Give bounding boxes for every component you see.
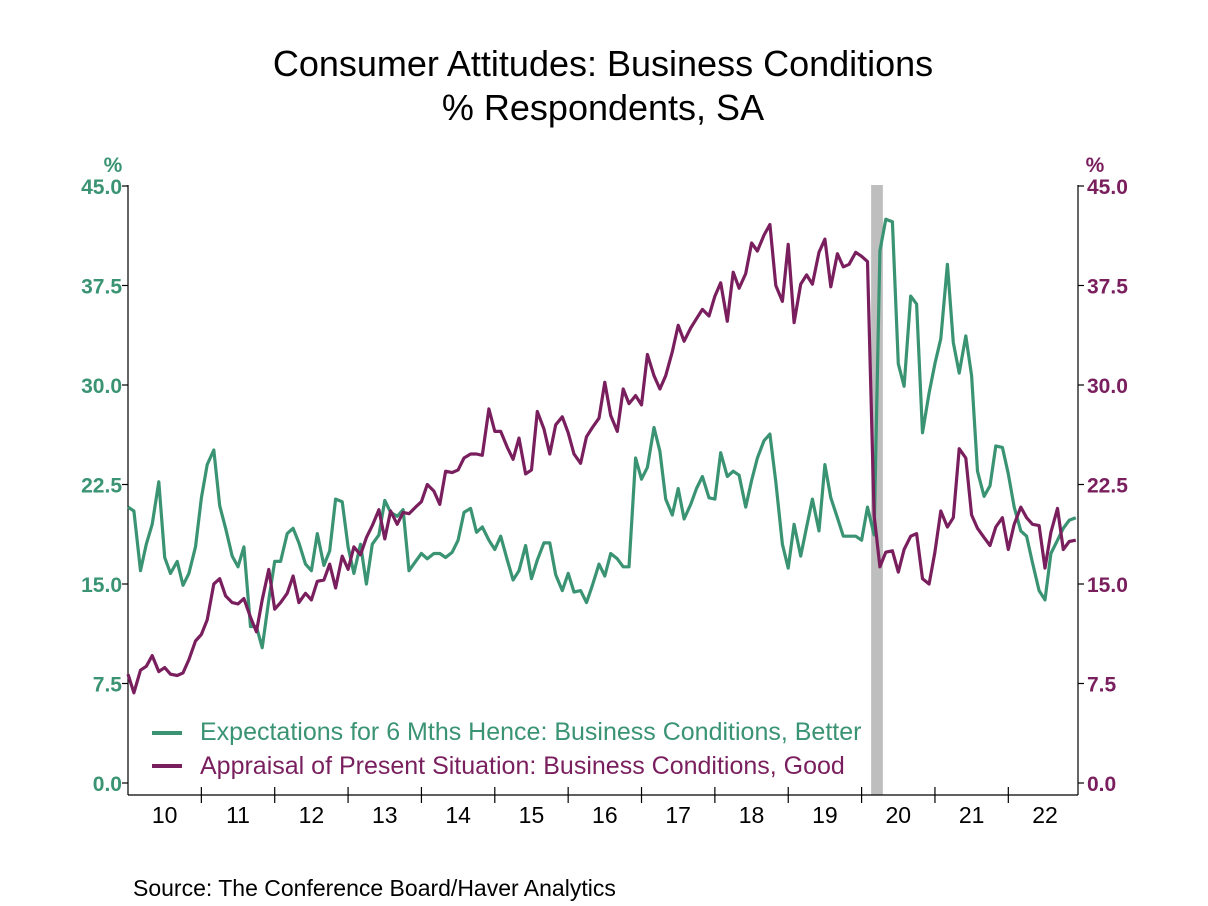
right-tick-label: 15.0	[1087, 574, 1128, 597]
chart-subtitle: % Respondents, SA	[442, 87, 764, 128]
x-tick-label: 22	[1032, 802, 1058, 828]
series-line-expectations	[127, 217, 1077, 650]
left-ticks: 45.0 37.5 30.0 22.5 15.0 7.5 0.0	[81, 176, 128, 796]
left-axis-unit: %	[104, 154, 123, 177]
legend-label-expectations: Expectations for 6 Mths Hence: Business …	[200, 718, 861, 746]
x-tick-label: 18	[739, 802, 765, 828]
right-tick-label: 0.0	[1087, 773, 1116, 796]
x-tick-label: 16	[592, 802, 618, 828]
x-tick-label: 17	[665, 802, 691, 828]
recession-band	[871, 185, 883, 795]
source-note: Source: The Conference Board/Haver Analy…	[133, 875, 616, 901]
left-tick-label: 7.5	[93, 674, 123, 697]
axes	[127, 185, 1079, 796]
x-tick-label: 15	[519, 802, 545, 828]
left-tick-label: 15.0	[81, 574, 122, 597]
right-axis-unit: %	[1086, 154, 1105, 177]
x-tick-label: 20	[885, 802, 911, 828]
left-tick-label: 45.0	[81, 176, 122, 199]
left-tick-label: 22.5	[81, 475, 122, 498]
right-ticks: 45.0 37.5 30.0 22.5 15.0 7.5 0.0	[1078, 176, 1128, 796]
left-tick-label: 37.5	[81, 276, 122, 299]
x-tick-label: 13	[372, 802, 398, 828]
x-ticks: 10 11 12 13 14 15 16 17 18 19 20 21 22	[152, 787, 1058, 828]
chart-title: Consumer Attitudes: Business Conditions	[273, 43, 933, 84]
x-tick-label: 12	[299, 802, 325, 828]
legend: Expectations for 6 Mths Hence: Business …	[152, 718, 861, 780]
x-tick-label: 11	[226, 802, 250, 828]
x-tick-label: 14	[445, 802, 471, 828]
right-tick-label: 7.5	[1087, 674, 1117, 697]
right-tick-label: 37.5	[1087, 276, 1128, 299]
right-tick-label: 30.0	[1087, 375, 1128, 398]
left-tick-label: 0.0	[93, 773, 122, 796]
legend-label-present-situation: Appraisal of Present Situation: Business…	[200, 752, 845, 780]
series-line-present-situation	[126, 222, 1077, 695]
right-tick-label: 45.0	[1087, 176, 1128, 199]
x-tick-label: 19	[812, 802, 838, 828]
left-tick-label: 30.0	[81, 375, 122, 398]
x-tick-label: 21	[959, 802, 985, 828]
x-tick-label: 10	[152, 802, 178, 828]
right-tick-label: 22.5	[1087, 475, 1128, 498]
